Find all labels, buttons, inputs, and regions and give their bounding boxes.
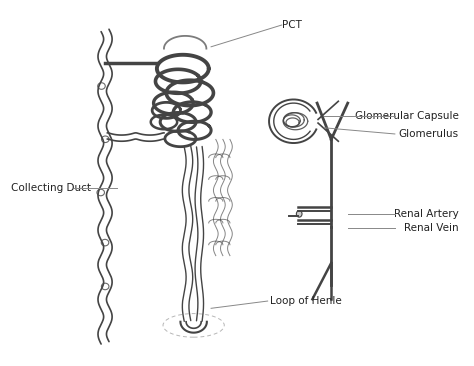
Ellipse shape: [296, 210, 302, 217]
Text: Glomerular Capsule: Glomerular Capsule: [355, 111, 458, 121]
Text: PCT: PCT: [282, 20, 301, 30]
Text: Glomerulus: Glomerulus: [398, 129, 458, 139]
Text: Renal Vein: Renal Vein: [404, 223, 458, 234]
Text: Collecting Duct: Collecting Duct: [11, 183, 91, 194]
Text: Loop of Henle: Loop of Henle: [270, 296, 342, 306]
Text: Renal Artery: Renal Artery: [394, 209, 458, 219]
